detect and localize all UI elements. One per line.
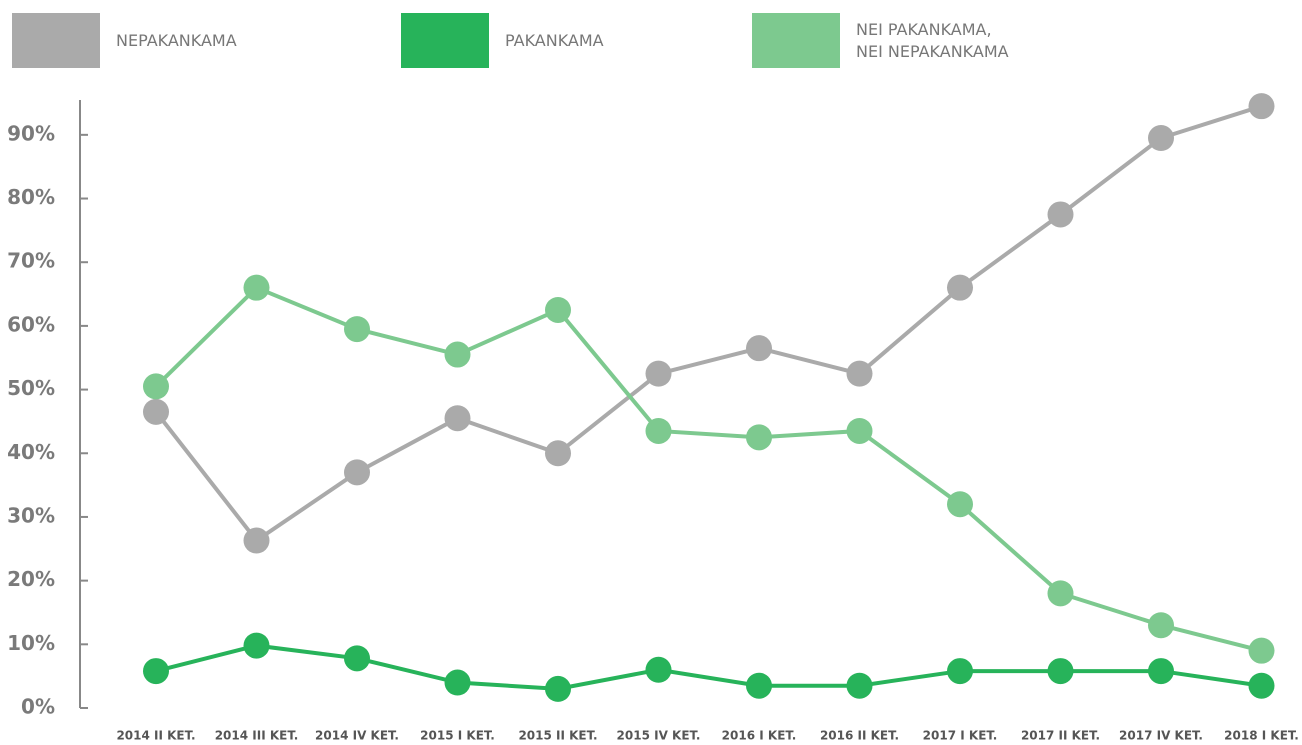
legend-label: PAKANKAMA — [505, 30, 604, 50]
x-tick-label: 2016 II KET. — [820, 729, 899, 743]
y-tick-label: 40% — [7, 440, 55, 464]
x-tick-label: 2017 II KET. — [1021, 729, 1100, 743]
y-tick-label: 50% — [7, 376, 55, 400]
data-point — [645, 417, 672, 444]
data-point — [1047, 201, 1074, 228]
y-tick-label: 70% — [7, 249, 55, 273]
data-point — [344, 316, 370, 343]
data-point — [746, 672, 772, 699]
data-point — [645, 656, 672, 683]
y-tick-label: 0% — [21, 695, 55, 719]
y-tick-label: 20% — [7, 567, 55, 591]
data-point — [545, 675, 571, 702]
series-line — [154, 285, 1262, 653]
data-point — [243, 632, 270, 659]
x-tick-label: 2014 IV KET. — [315, 729, 399, 743]
data-point — [444, 669, 471, 696]
data-point — [243, 527, 270, 554]
data-point — [746, 335, 772, 362]
data-point — [645, 360, 672, 387]
y-tick-label: 90% — [7, 121, 55, 145]
data-point — [1248, 93, 1275, 120]
legend-item: PAKANKAMA — [401, 13, 604, 68]
data-point — [243, 274, 270, 301]
data-point — [1148, 612, 1174, 639]
legend-swatch — [401, 13, 489, 68]
legend-label: NEPAKANKAMA — [116, 30, 237, 50]
y-tick-label: 80% — [7, 185, 55, 209]
data-point — [947, 658, 973, 685]
y-tick-label: 30% — [7, 503, 55, 527]
legend-label: NEI PAKANKAMA, NEI NEPAKANKAMA — [856, 19, 1009, 61]
data-point — [1047, 580, 1074, 607]
data-point — [846, 360, 873, 387]
data-point — [444, 341, 471, 368]
x-tick-label: 2015 II KET. — [518, 729, 597, 743]
data-point — [344, 645, 370, 672]
x-tick-label: 2017 I KET. — [923, 729, 998, 743]
legend-swatch — [752, 13, 840, 68]
data-point — [545, 440, 571, 467]
x-tick-label: 2018 I KET. — [1224, 729, 1299, 743]
x-tick-label: 2015 IV KET. — [617, 729, 701, 743]
data-point — [1047, 658, 1074, 685]
series-line — [154, 104, 1263, 544]
data-point — [947, 491, 973, 518]
legend-item: NEPAKANKAMA — [12, 13, 237, 68]
data-point — [746, 424, 772, 451]
data-point — [1248, 672, 1275, 699]
data-point — [143, 373, 169, 400]
x-tick-label: 2017 IV KET. — [1119, 729, 1203, 743]
y-tick-label: 60% — [7, 312, 55, 336]
x-tick-label: 2014 II KET. — [116, 729, 195, 743]
data-point — [846, 417, 873, 444]
data-point — [143, 658, 169, 685]
data-point — [1148, 125, 1174, 152]
data-point — [1148, 658, 1174, 685]
x-tick-label: 2015 I KET. — [420, 729, 495, 743]
data-point — [143, 398, 169, 425]
data-point — [1248, 637, 1275, 664]
data-point — [444, 405, 471, 432]
legend-item: NEI PAKANKAMA, NEI NEPAKANKAMA — [752, 13, 1009, 68]
x-tick-label: 2014 III KET. — [215, 729, 299, 743]
data-point — [846, 672, 873, 699]
data-point — [344, 459, 370, 486]
series-line — [155, 643, 1262, 691]
legend-swatch — [12, 13, 100, 68]
x-tick-label: 2016 I KET. — [722, 729, 797, 743]
y-tick-label: 10% — [7, 631, 55, 655]
data-point — [545, 296, 571, 323]
data-point — [947, 274, 973, 301]
